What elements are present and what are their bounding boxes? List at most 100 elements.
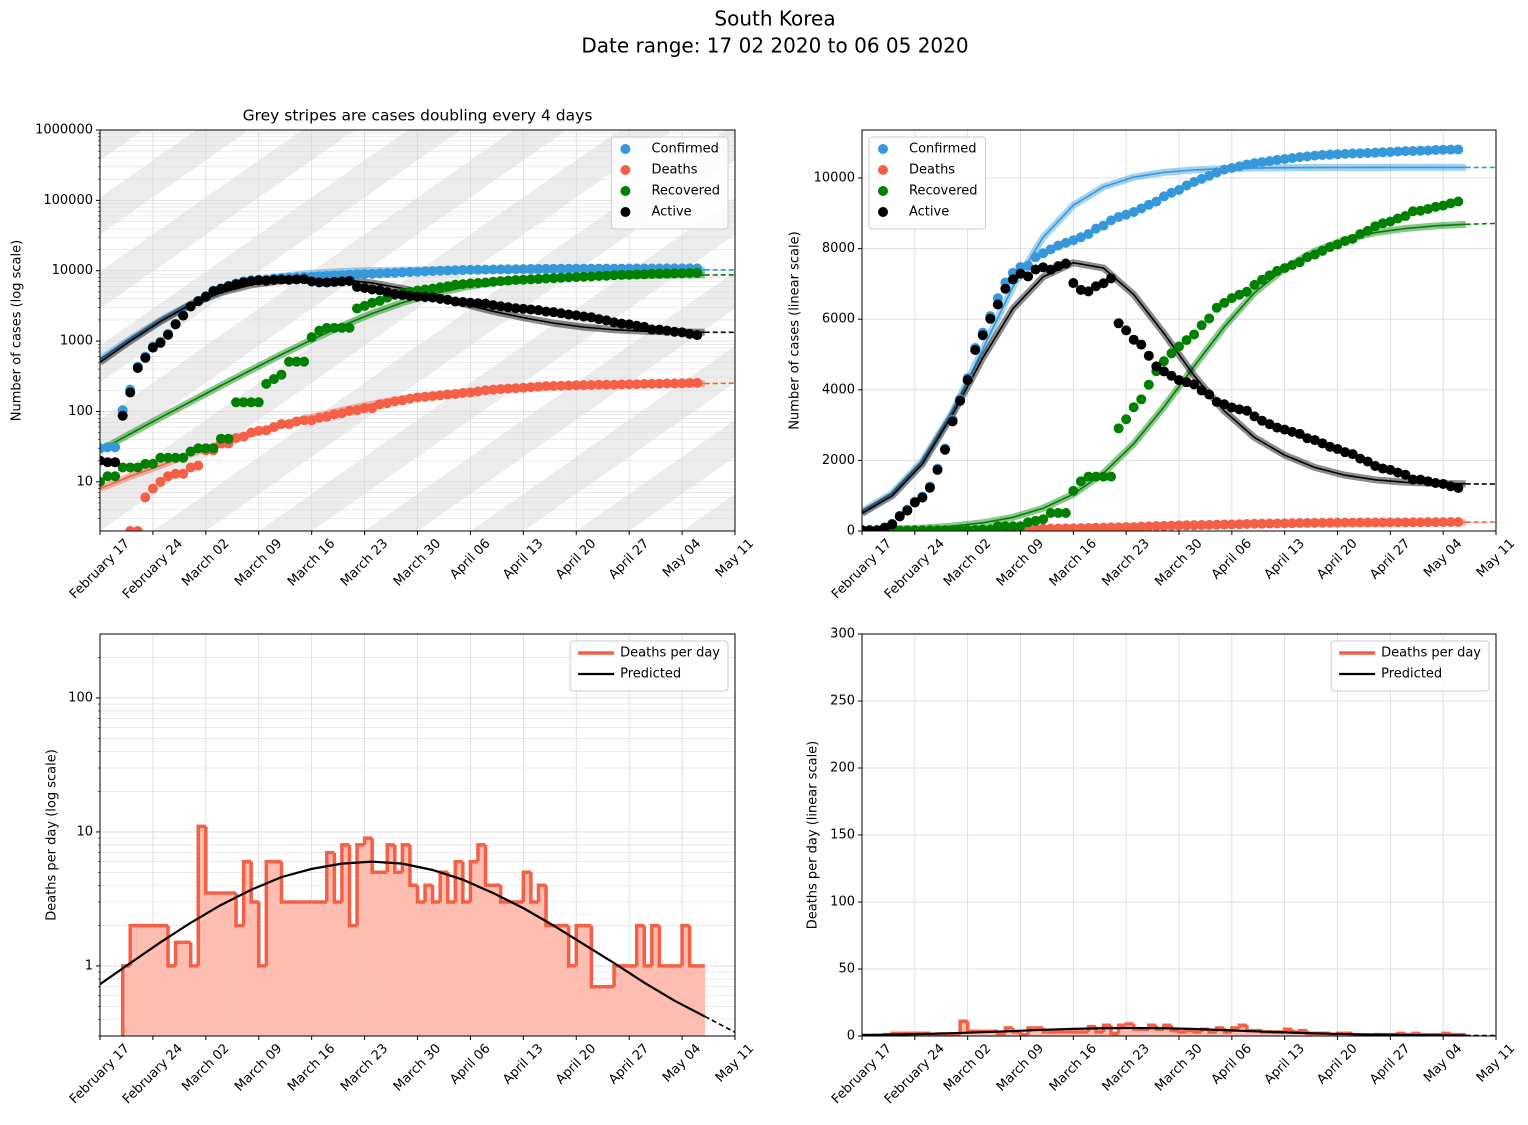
- data-point: [344, 322, 355, 333]
- data-point: [1400, 517, 1411, 528]
- data-point: [1377, 463, 1388, 474]
- area-fill: [402, 844, 411, 1036]
- area-fill: [530, 902, 539, 1036]
- data-point: [977, 330, 988, 341]
- step-segment: [1116, 1023, 1127, 1034]
- data-point: [533, 381, 544, 392]
- data-point: [541, 381, 552, 392]
- data-point: [902, 525, 913, 531]
- data-point: [503, 275, 514, 286]
- data-point: [669, 268, 680, 279]
- data-point: [374, 295, 385, 306]
- data-point: [609, 317, 620, 328]
- data-point: [669, 326, 680, 337]
- data-point: [510, 275, 521, 286]
- data-point: [412, 392, 423, 403]
- data-point: [367, 284, 378, 295]
- data-point: [110, 457, 121, 468]
- legend-marker: [620, 207, 631, 217]
- data-point: [238, 277, 249, 288]
- legend-marker: [878, 144, 888, 154]
- data-point: [435, 265, 446, 276]
- fit-band: [862, 220, 1466, 531]
- legend: Confirmed Deaths Recovered Active: [610, 136, 729, 230]
- area-fill: [1012, 1031, 1021, 1036]
- data-point: [1038, 262, 1049, 273]
- data-point: [639, 269, 650, 280]
- data-point: [1241, 405, 1252, 416]
- data-point: [1083, 523, 1094, 531]
- data-point: [465, 278, 476, 289]
- step-segment: [325, 850, 335, 902]
- data-point: [1264, 270, 1275, 281]
- step-segment: [241, 859, 252, 926]
- step-segment: [965, 1021, 976, 1034]
- data-point: [352, 281, 363, 292]
- data-point: [571, 263, 582, 274]
- area-fill: [659, 965, 668, 1036]
- area-fill: [1254, 1030, 1263, 1036]
- data-point: [185, 462, 196, 473]
- area-fill: [1148, 1025, 1157, 1036]
- data-point: [321, 411, 332, 422]
- data-point: [1121, 325, 1132, 336]
- data-point: [314, 412, 325, 423]
- stripe: [100, 130, 250, 235]
- data-point: [125, 526, 136, 531]
- data-point: [1302, 517, 1313, 528]
- area-fill: [508, 902, 517, 1036]
- data-point: [1098, 220, 1109, 231]
- data-point: [631, 320, 642, 331]
- data-point: [488, 300, 499, 311]
- data-point: [268, 374, 279, 385]
- data-point: [556, 272, 567, 283]
- step-segment: [529, 872, 539, 904]
- data-point: [1423, 203, 1434, 214]
- data-point: [1370, 517, 1381, 528]
- data-point: [578, 271, 589, 282]
- area-fill: [546, 925, 554, 1036]
- data-point: [563, 309, 574, 320]
- data-point: [1438, 517, 1449, 528]
- data-point: [571, 380, 582, 391]
- data-point: [427, 283, 438, 294]
- step-segment: [340, 843, 350, 902]
- data-point: [480, 298, 491, 309]
- data-point: [457, 297, 468, 308]
- area-fill: [190, 965, 199, 1036]
- data-point: [238, 431, 249, 442]
- area-fill: [334, 902, 343, 1036]
- x-tick-label: March 16: [1047, 1041, 1100, 1094]
- x-tick-label: April 13: [500, 536, 546, 582]
- data-point: [518, 264, 529, 275]
- x-tick-label: May 11: [1474, 536, 1518, 580]
- data-point: [1143, 379, 1154, 390]
- area-fill: [462, 902, 471, 1036]
- area-fill: [1095, 1031, 1104, 1036]
- area-fill: [251, 902, 260, 1036]
- data-point: [1204, 170, 1215, 181]
- data-point: [1113, 522, 1124, 531]
- data-point: [1113, 318, 1124, 329]
- data-point: [1287, 260, 1298, 271]
- data-point: [132, 362, 143, 373]
- area-fill: [1277, 1031, 1285, 1036]
- area-fill: [349, 925, 358, 1036]
- data-point: [495, 384, 506, 395]
- y-axis-label: Deaths per day (linear scale): [806, 741, 821, 930]
- data-point: [533, 305, 544, 316]
- data-point: [457, 265, 468, 276]
- x-tick-label: March 16: [285, 536, 338, 589]
- data-point: [359, 269, 370, 280]
- area-fill: [1141, 1029, 1150, 1036]
- data-point: [1430, 477, 1441, 488]
- data-point: [947, 416, 958, 427]
- data-point: [556, 380, 567, 391]
- data-point: [601, 379, 612, 390]
- data-point: [1445, 198, 1456, 209]
- data-point: [238, 397, 249, 408]
- data-point: [1158, 520, 1169, 531]
- y-tick-label: 100000: [43, 193, 93, 208]
- data-point: [321, 322, 332, 333]
- area-fill: [205, 893, 214, 1036]
